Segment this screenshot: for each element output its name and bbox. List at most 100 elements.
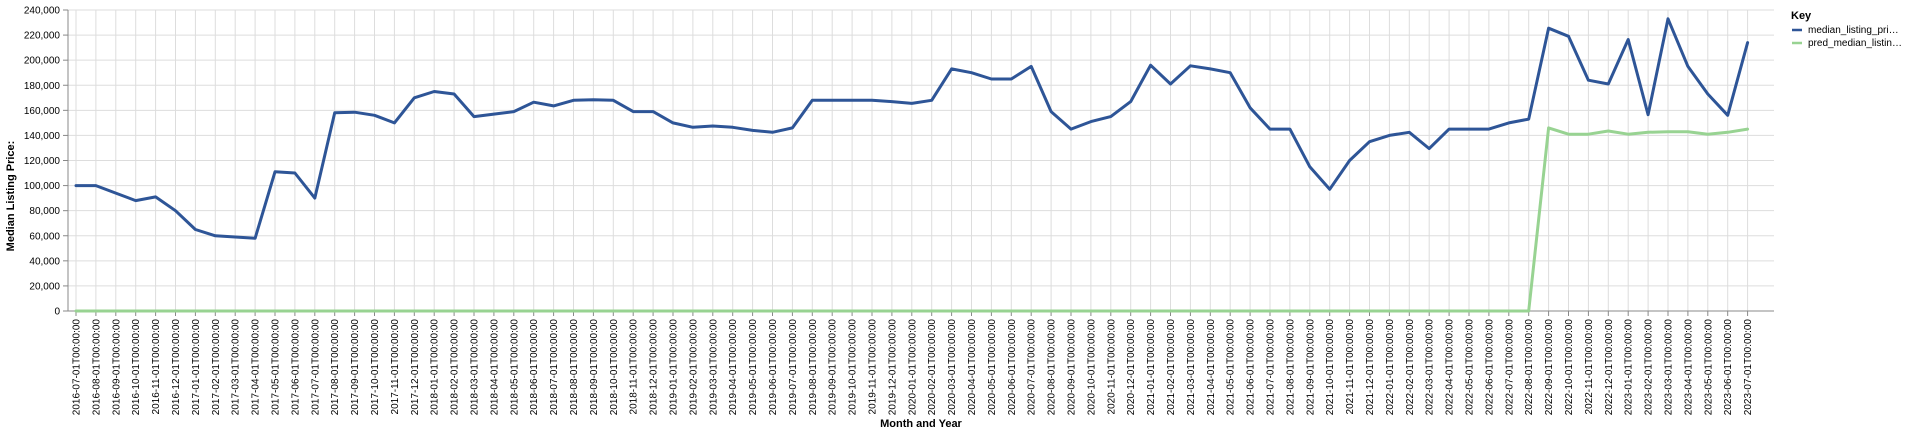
y-tick-label: 120,000 bbox=[24, 156, 61, 167]
x-tick-label: 2022-04-01T00:00:00 bbox=[1445, 319, 1456, 416]
x-tick-label: 2019-03-01T00:00:00 bbox=[708, 319, 719, 416]
x-axis-title: Month and Year bbox=[880, 418, 962, 430]
x-tick-label: 2018-04-01T00:00:00 bbox=[489, 319, 500, 416]
x-tick-label: 2018-07-01T00:00:00 bbox=[549, 319, 560, 416]
x-tick-label: 2018-09-01T00:00:00 bbox=[589, 319, 600, 416]
gridlines bbox=[68, 9, 1774, 312]
y-axis: 0 20,000 40,000 60,000 80,000 100,000 120,000 1… bbox=[24, 6, 69, 318]
x-tick-label: 2017-02-01T00:00:00 bbox=[211, 319, 222, 416]
x-tick-label: 2017-05-01T00:00:00 bbox=[271, 319, 282, 416]
legend-title: Key bbox=[1791, 10, 1812, 22]
x-tick-label: 2021-06-01T00:00:00 bbox=[1246, 319, 1257, 416]
legend-label: median_listing_pri… bbox=[1808, 25, 1899, 36]
x-tick-label: 2017-11-01T00:00:00 bbox=[390, 319, 401, 415]
x-tick-label: 2022-08-01T00:00:00 bbox=[1524, 319, 1535, 416]
x-tick-label: 2021-04-01T00:00:00 bbox=[1206, 319, 1217, 416]
x-tick-label: 2023-04-01T00:00:00 bbox=[1683, 319, 1694, 416]
x-tick-label: 2019-12-01T00:00:00 bbox=[887, 319, 898, 416]
x-tick-label: 2021-01-01T00:00:00 bbox=[1146, 319, 1157, 416]
x-tick-label: 2018-08-01T00:00:00 bbox=[569, 319, 580, 416]
x-tick-label: 2018-03-01T00:00:00 bbox=[470, 319, 481, 416]
x-tick-label: 2022-12-01T00:00:00 bbox=[1604, 319, 1615, 416]
y-tick-label: 40,000 bbox=[29, 256, 60, 267]
x-tick-label: 2023-02-01T00:00:00 bbox=[1644, 319, 1655, 416]
x-tick-label: 2016-11-01T00:00:00 bbox=[151, 319, 162, 415]
x-tick-label: 2021-05-01T00:00:00 bbox=[1226, 319, 1237, 416]
x-tick-label: 2019-10-01T00:00:00 bbox=[848, 319, 859, 416]
x-tick-label: 2022-10-01T00:00:00 bbox=[1564, 319, 1575, 416]
y-tick-label: 200,000 bbox=[24, 56, 61, 67]
x-tick-label: 2023-06-01T00:00:00 bbox=[1723, 319, 1734, 416]
x-tick-label: 2019-08-01T00:00:00 bbox=[808, 319, 819, 416]
x-tick-label: 2022-09-01T00:00:00 bbox=[1544, 319, 1555, 416]
x-tick-label: 2022-01-01T00:00:00 bbox=[1385, 319, 1396, 416]
x-tick-label: 2017-06-01T00:00:00 bbox=[290, 319, 301, 416]
x-tick-label: 2019-05-01T00:00:00 bbox=[748, 319, 759, 416]
x-tick-label: 2017-04-01T00:00:00 bbox=[251, 319, 262, 416]
x-tick-label: 2016-09-01T00:00:00 bbox=[111, 319, 122, 416]
series-line bbox=[74, 126, 1750, 313]
x-tick-label: 2023-05-01T00:00:00 bbox=[1703, 319, 1714, 416]
y-tick-label: 20,000 bbox=[29, 281, 60, 292]
x-tick-label: 2020-01-01T00:00:00 bbox=[907, 319, 918, 416]
x-tick-label: 2018-10-01T00:00:00 bbox=[609, 319, 620, 416]
x-tick-label: 2021-09-01T00:00:00 bbox=[1305, 319, 1316, 416]
x-tick-label: 2016-08-01T00:00:00 bbox=[91, 319, 102, 416]
x-tick-label: 2019-06-01T00:00:00 bbox=[768, 319, 779, 416]
x-tick-label: 2017-10-01T00:00:00 bbox=[370, 319, 381, 416]
x-tick-label: 2022-11-01T00:00:00 bbox=[1584, 319, 1595, 415]
x-tick-label: 2020-05-01T00:00:00 bbox=[987, 319, 998, 416]
x-tick-label: 2019-11-01T00:00:00 bbox=[868, 319, 879, 415]
x-tick-label: 2022-07-01T00:00:00 bbox=[1504, 319, 1515, 416]
x-tick-label: 2019-01-01T00:00:00 bbox=[669, 319, 680, 416]
x-tick-label: 2020-12-01T00:00:00 bbox=[1126, 319, 1137, 416]
y-tick-label: 180,000 bbox=[24, 81, 61, 92]
x-tick-label: 2018-02-01T00:00:00 bbox=[450, 319, 461, 416]
x-tick-label: 2021-02-01T00:00:00 bbox=[1166, 319, 1177, 416]
x-tick-label: 2017-09-01T00:00:00 bbox=[350, 319, 361, 416]
legend-label: pred_median_listin… bbox=[1808, 38, 1902, 49]
y-tick-label: 80,000 bbox=[29, 206, 60, 217]
y-axis-title: Median Listing Price: bbox=[5, 141, 17, 252]
series-lines bbox=[74, 17, 1750, 313]
x-tick-label: 2019-09-01T00:00:00 bbox=[828, 319, 839, 416]
x-tick-label: 2017-01-01T00:00:00 bbox=[191, 319, 202, 416]
x-tick-label: 2016-10-01T00:00:00 bbox=[131, 319, 142, 416]
x-tick-label: 2020-04-01T00:00:00 bbox=[967, 319, 978, 416]
y-tick-label: 100,000 bbox=[24, 181, 61, 192]
y-tick-label: 140,000 bbox=[24, 131, 61, 142]
legend: Key median_listing_pri… pred_median_listi… bbox=[1791, 10, 1902, 49]
x-tick-label: 2018-12-01T00:00:00 bbox=[649, 319, 660, 416]
x-tick-label: 2022-02-01T00:00:00 bbox=[1405, 319, 1416, 416]
x-tick-label: 2020-11-01T00:00:00 bbox=[1106, 319, 1117, 415]
x-tick-label: 2017-08-01T00:00:00 bbox=[330, 319, 341, 416]
x-tick-label: 2022-06-01T00:00:00 bbox=[1484, 319, 1495, 416]
x-tick-label: 2023-03-01T00:00:00 bbox=[1664, 319, 1675, 416]
x-tick-label: 2023-07-01T00:00:00 bbox=[1743, 319, 1754, 416]
x-tick-label: 2020-02-01T00:00:00 bbox=[927, 319, 938, 416]
y-tick-label: 0 bbox=[54, 307, 60, 318]
x-tick-label: 2017-03-01T00:00:00 bbox=[231, 319, 242, 416]
x-tick-label: 2018-06-01T00:00:00 bbox=[529, 319, 540, 416]
y-tick-label: 160,000 bbox=[24, 106, 61, 117]
x-tick-label: 2020-03-01T00:00:00 bbox=[947, 319, 958, 416]
x-tick-label: 2019-02-01T00:00:00 bbox=[688, 319, 699, 416]
x-tick-label: 2016-07-01T00:00:00 bbox=[72, 319, 83, 416]
x-tick-label: 2021-08-01T00:00:00 bbox=[1285, 319, 1296, 416]
x-tick-label: 2020-08-01T00:00:00 bbox=[1047, 319, 1058, 416]
x-tick-label: 2020-07-01T00:00:00 bbox=[1027, 319, 1038, 416]
x-tick-label: 2021-12-01T00:00:00 bbox=[1365, 319, 1376, 416]
x-tick-label: 2020-10-01T00:00:00 bbox=[1086, 319, 1097, 416]
x-tick-label: 2020-09-01T00:00:00 bbox=[1067, 319, 1078, 416]
y-tick-label: 60,000 bbox=[29, 231, 60, 242]
x-axis: 2016-07-01T00:00:00 2016-08-01T00:00:00 20… bbox=[68, 310, 1774, 416]
x-tick-label: 2018-11-01T00:00:00 bbox=[629, 319, 640, 415]
x-tick-label: 2019-04-01T00:00:00 bbox=[728, 319, 739, 416]
x-tick-label: 2022-05-01T00:00:00 bbox=[1465, 319, 1476, 416]
x-tick-label: 2017-07-01T00:00:00 bbox=[310, 319, 321, 416]
x-tick-label: 2023-01-01T00:00:00 bbox=[1624, 319, 1635, 416]
x-tick-label: 2021-10-01T00:00:00 bbox=[1325, 319, 1336, 416]
x-tick-label: 2021-03-01T00:00:00 bbox=[1186, 319, 1197, 416]
x-tick-label: 2018-05-01T00:00:00 bbox=[509, 319, 520, 416]
